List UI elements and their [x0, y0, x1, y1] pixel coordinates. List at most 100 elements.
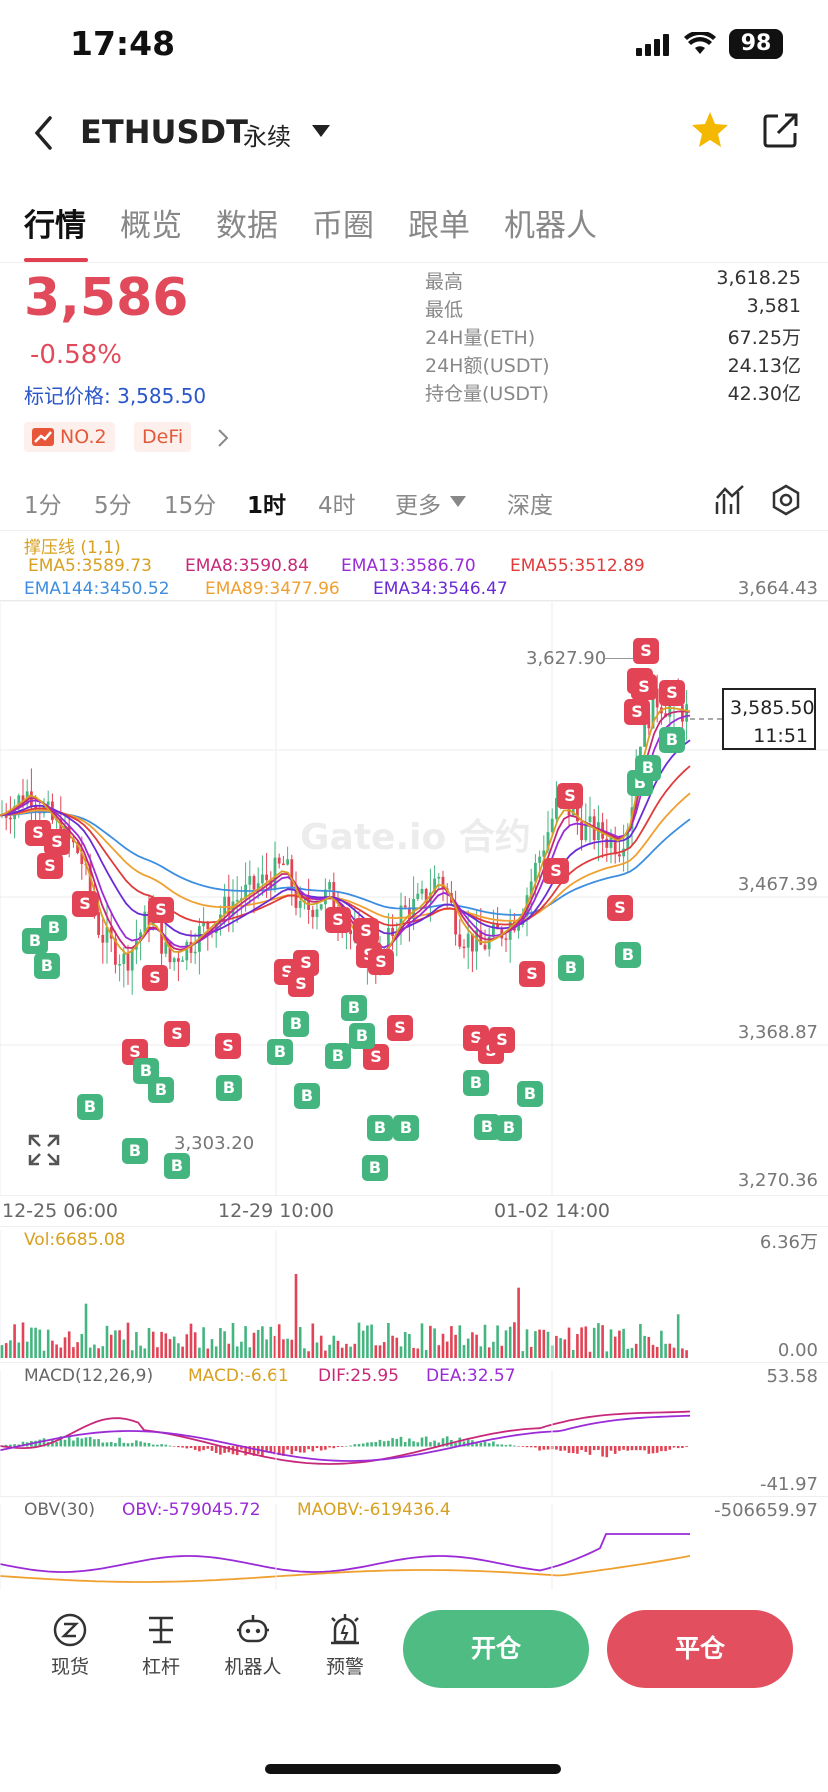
volume-bar — [290, 1339, 294, 1358]
volume-bar — [601, 1325, 604, 1358]
obv-line — [0, 1533, 690, 1573]
macd-bar — [189, 1446, 193, 1448]
macd-chart — [0, 1370, 691, 1496]
back-icon[interactable] — [32, 115, 56, 151]
macd-bar — [580, 1446, 583, 1451]
volume-bar — [391, 1335, 394, 1358]
macd-bar — [361, 1443, 365, 1447]
nav-spot[interactable]: 现货 — [30, 1612, 110, 1679]
sell-signal: S — [387, 1015, 413, 1041]
volume-bar — [655, 1346, 659, 1358]
volume-bar — [319, 1335, 323, 1358]
volume-max: 6.36万 — [759, 1232, 818, 1253]
candle-body — [80, 853, 84, 865]
candle-body — [114, 938, 117, 965]
candle-body — [256, 883, 260, 890]
rank-tag[interactable]: NO.2 — [24, 422, 115, 452]
chevron-right-icon[interactable] — [216, 428, 230, 448]
candle-body — [206, 922, 210, 930]
share-icon[interactable] — [762, 111, 800, 149]
candle-body — [311, 909, 315, 917]
chart-indicator-icon[interactable] — [715, 484, 745, 516]
macd-bar — [88, 1436, 92, 1447]
star-icon[interactable] — [690, 111, 730, 149]
candle-body — [580, 821, 583, 841]
interval-1m[interactable]: 1分 — [24, 493, 62, 519]
volume-bar — [252, 1332, 256, 1358]
tab-overview[interactable]: 概览 — [120, 208, 182, 244]
last-price: 3,586 — [24, 268, 189, 328]
open-position-button[interactable]: 开仓 — [403, 1610, 589, 1688]
macd-bar — [345, 1445, 348, 1447]
volume-bar — [492, 1341, 495, 1358]
sell-signal: S — [519, 961, 545, 987]
stat-vol-value: 67.25万 — [727, 327, 801, 349]
candle-body — [496, 924, 499, 930]
sell-signal: S — [659, 680, 685, 706]
contract-type[interactable]: 永续 — [243, 123, 291, 151]
top-nav: ETHUSDT 永续 — [0, 95, 828, 170]
interval-depth[interactable]: 深度 — [507, 493, 553, 519]
obv-value: OBV:-579045.72 — [122, 1500, 261, 1520]
volume-bar — [534, 1331, 537, 1358]
nav-leverage[interactable]: 杠杆 — [121, 1612, 201, 1679]
tab-circle[interactable]: 币圈 — [312, 208, 374, 244]
nav-leverage-label: 杠杆 — [141, 1656, 180, 1678]
candle-body — [618, 854, 621, 857]
interval-divider — [0, 530, 828, 531]
macd-max: 53.58 — [766, 1366, 818, 1387]
macd-bar — [21, 1441, 25, 1447]
close-position-button[interactable]: 平仓 — [607, 1610, 793, 1688]
sell-signal: S — [72, 891, 98, 917]
volume-bar — [151, 1331, 155, 1358]
buy-signal: B — [34, 953, 60, 979]
macd-bar — [370, 1442, 373, 1447]
tab-data[interactable]: 数据 — [216, 208, 278, 244]
volume-bar — [13, 1324, 16, 1358]
volume-bar — [634, 1343, 638, 1358]
macd-bar — [101, 1442, 105, 1447]
time-label-3: 01-02 14:00 — [494, 1200, 611, 1222]
interval-more[interactable]: 更多 — [395, 493, 441, 519]
volume-bar — [214, 1346, 218, 1358]
candle-body — [462, 946, 466, 949]
candle-body — [487, 936, 491, 950]
volume-bar — [681, 1348, 684, 1358]
dropdown-icon[interactable] — [312, 125, 330, 139]
ema-legend-row2: EMA144:3450.52 EMA89:3477.96 EMA34:3546.47 — [24, 579, 724, 601]
macd-bar — [483, 1441, 487, 1447]
nav-robot[interactable]: 机器人 — [213, 1612, 293, 1679]
category-tag[interactable]: DeFi — [134, 422, 192, 452]
interval-4h[interactable]: 4时 — [318, 493, 356, 519]
macd-bar — [420, 1437, 424, 1447]
tab-bot[interactable]: 机器人 — [504, 208, 597, 244]
candle-body — [160, 921, 163, 954]
interval-1h[interactable]: 1时 — [247, 493, 287, 519]
volume-bar — [521, 1351, 525, 1358]
macd-bar — [492, 1441, 495, 1447]
macd-bar — [84, 1437, 88, 1447]
macd-bar — [475, 1443, 478, 1447]
tab-market[interactable]: 行情 — [24, 208, 86, 244]
volume-bar — [458, 1325, 462, 1358]
candlestick-chart[interactable] — [0, 600, 828, 1196]
macd-bar — [676, 1446, 680, 1449]
interval-5m[interactable]: 5分 — [94, 493, 132, 519]
candle-body — [651, 688, 655, 729]
interval-15m[interactable]: 15分 — [164, 493, 217, 519]
volume-bar — [67, 1331, 71, 1358]
more-dropdown-icon[interactable] — [450, 496, 466, 508]
pair-name[interactable]: ETHUSDT — [80, 113, 248, 151]
sell-signal: S — [37, 853, 63, 879]
settings-icon[interactable] — [770, 484, 802, 516]
macd-bar — [487, 1443, 491, 1447]
volume-divider — [0, 1226, 828, 1227]
macd-bar — [639, 1446, 642, 1451]
volume-bar — [72, 1347, 75, 1358]
nav-alert[interactable]: 预警 — [305, 1612, 385, 1679]
volume-bar — [643, 1335, 646, 1358]
tab-copy-trade[interactable]: 跟单 — [408, 208, 470, 244]
fullscreen-icon[interactable] — [28, 1134, 60, 1166]
change-percent: -0.58% — [30, 340, 122, 370]
volume-bar — [46, 1329, 50, 1358]
